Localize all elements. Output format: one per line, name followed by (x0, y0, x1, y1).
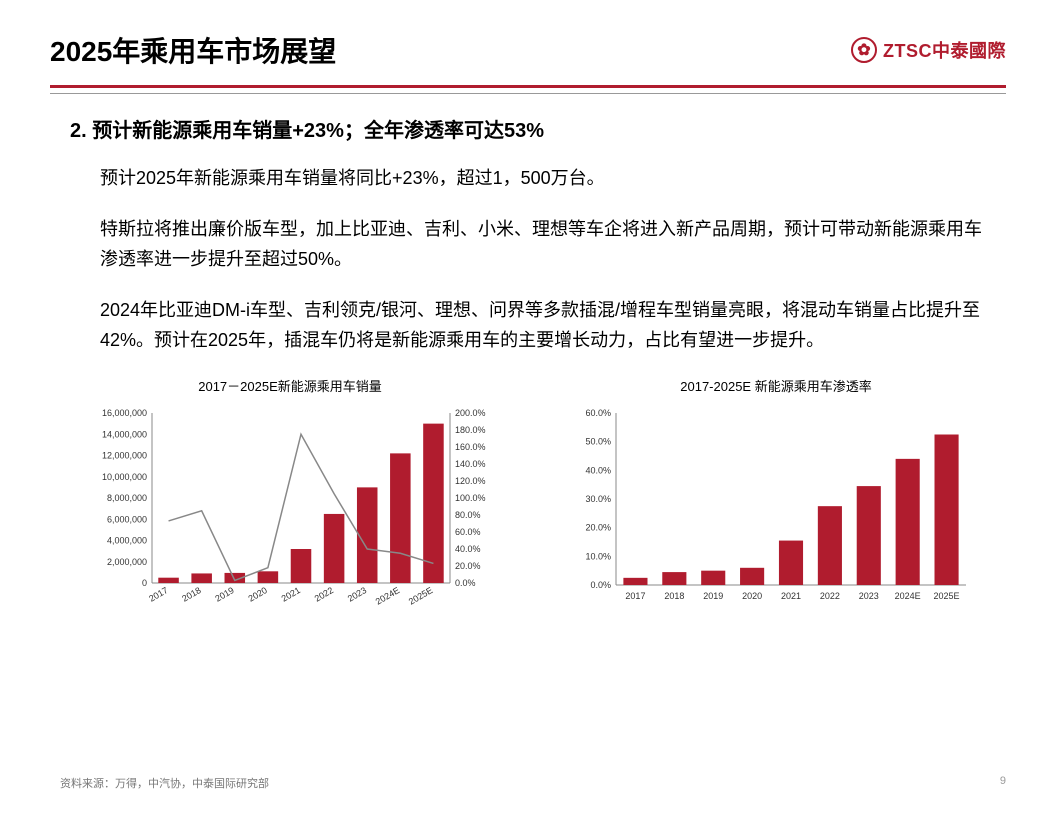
svg-text:100.0%: 100.0% (455, 493, 486, 503)
page-number: 9 (1000, 775, 1006, 791)
svg-text:6,000,000: 6,000,000 (107, 514, 147, 524)
svg-text:2021: 2021 (781, 591, 801, 601)
svg-text:2025E: 2025E (407, 585, 435, 607)
svg-text:2018: 2018 (180, 585, 202, 604)
svg-text:2020: 2020 (742, 591, 762, 601)
svg-text:120.0%: 120.0% (455, 476, 486, 486)
charts-container: 2017－2025E新能源乘用车销量 0 2,000,000 4,000,000 6,… (70, 376, 996, 613)
svg-text:40.0%: 40.0% (585, 465, 611, 475)
svg-text:4,000,000: 4,000,000 (107, 535, 147, 545)
brand-logo: ✿ ZTSC中泰國際 (851, 37, 1006, 63)
paragraph-1: 预计2025年新能源乘用车销量将同比+23%，超过1，500万台。 (100, 163, 996, 194)
svg-text:2019: 2019 (213, 585, 235, 604)
svg-text:0.0%: 0.0% (455, 578, 476, 588)
svg-text:12,000,000: 12,000,000 (102, 450, 147, 460)
footer-source: 资料来源：万得，中汽协，中泰国际研究部 (60, 775, 269, 791)
svg-text:16,000,000: 16,000,000 (102, 408, 147, 418)
logo-mark-icon: ✿ (851, 37, 877, 63)
header: 2025年乘用车市场展望 ✿ ZTSC中泰國際 (0, 0, 1056, 85)
svg-text:2020: 2020 (247, 585, 269, 604)
svg-text:2017: 2017 (625, 591, 645, 601)
svg-text:60.0%: 60.0% (585, 408, 611, 418)
svg-text:40.0%: 40.0% (455, 544, 481, 554)
svg-text:10.0%: 10.0% (585, 551, 611, 561)
section-number: 2. (70, 120, 87, 142)
page-title: 2025年乘用车市场展望 (50, 30, 336, 70)
svg-text:0: 0 (142, 578, 147, 588)
svg-text:2019: 2019 (703, 591, 723, 601)
svg-text:30.0%: 30.0% (585, 494, 611, 504)
svg-text:2022: 2022 (820, 591, 840, 601)
svg-text:20.0%: 20.0% (585, 523, 611, 533)
svg-text:2,000,000: 2,000,000 (107, 557, 147, 567)
paragraph-3: 2024年比亚迪DM-i车型、吉利领克/银河、理想、问界等多款插混/增程车型销量… (100, 295, 996, 356)
svg-text:2024E: 2024E (374, 585, 402, 607)
svg-text:10,000,000: 10,000,000 (102, 472, 147, 482)
chart-block-1: 2017－2025E新能源乘用车销量 0 2,000,000 4,000,000 6,… (80, 376, 500, 613)
svg-text:2023: 2023 (346, 585, 368, 604)
svg-text:2024E: 2024E (895, 591, 921, 601)
svg-text:0.0%: 0.0% (590, 580, 611, 590)
section-title: 预计新能源乘用车销量+23%；全年渗透率可达53% (92, 120, 544, 142)
svg-text:180.0%: 180.0% (455, 425, 486, 435)
logo-text: ZTSC中泰國際 (883, 37, 1006, 63)
footer: 资料来源：万得，中汽协，中泰国际研究部 9 (60, 775, 1006, 791)
svg-text:2022: 2022 (313, 585, 335, 604)
paragraph-2: 特斯拉将推出廉价版车型，加上比亚迪、吉利、小米、理想等车企将进入新产品周期，预计… (100, 214, 996, 275)
section-heading: 2. 预计新能源乘用车销量+23%；全年渗透率可达53% (70, 114, 996, 143)
chart1-title: 2017－2025E新能源乘用车销量 (198, 376, 382, 395)
svg-text:8,000,000: 8,000,000 (107, 493, 147, 503)
header-subdivider (50, 93, 1006, 94)
svg-text:2023: 2023 (859, 591, 879, 601)
svg-text:2025E: 2025E (934, 591, 960, 601)
svg-text:80.0%: 80.0% (455, 510, 481, 520)
chart1-svg: 0 2,000,000 4,000,000 6,000,000 8,000,000 10,… (80, 403, 500, 613)
svg-text:140.0%: 140.0% (455, 459, 486, 469)
svg-text:60.0%: 60.0% (455, 527, 481, 537)
chart2-svg: 0.0% 10.0% 20.0% 30.0% 40.0% 50.0% 60.0% 2017 20… (566, 403, 986, 613)
svg-text:20.0%: 20.0% (455, 561, 481, 571)
content: 2. 预计新能源乘用车销量+23%；全年渗透率可达53% 预计2025年新能源乘… (0, 114, 1056, 613)
svg-text:2018: 2018 (664, 591, 684, 601)
svg-text:50.0%: 50.0% (585, 437, 611, 447)
chart2-title: 2017-2025E 新能源乘用车渗透率 (680, 376, 871, 395)
header-divider (50, 85, 1006, 88)
svg-text:2021: 2021 (280, 585, 302, 604)
svg-text:14,000,000: 14,000,000 (102, 429, 147, 439)
chart-block-2: 2017-2025E 新能源乘用车渗透率 0.0% 10.0% 20.0% 30.0%… (566, 376, 986, 613)
svg-text:200.0%: 200.0% (455, 408, 486, 418)
svg-text:2017: 2017 (147, 585, 169, 604)
svg-text:160.0%: 160.0% (455, 442, 486, 452)
